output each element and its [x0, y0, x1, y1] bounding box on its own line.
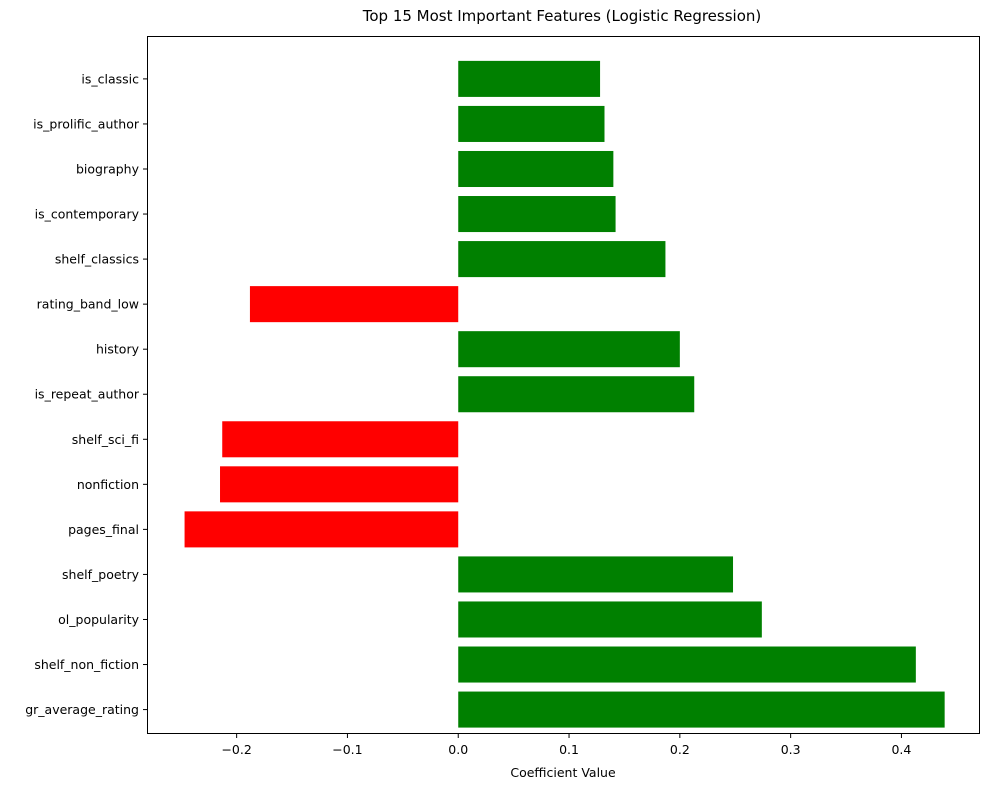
- x-tick-label: 0.2: [670, 742, 690, 757]
- bar-ol_popularity: [458, 601, 762, 638]
- y-tick-label: ol_popularity: [58, 612, 139, 627]
- x-tick-label: 0.0: [448, 742, 468, 757]
- y-tick-label: rating_band_low: [37, 297, 139, 312]
- y-tick-label: history: [96, 342, 140, 357]
- bar-history: [458, 331, 680, 368]
- x-tick-label: 0.1: [559, 742, 579, 757]
- bars-group: [184, 60, 945, 728]
- bar-shelf_non_fiction: [458, 646, 916, 683]
- x-tick-label: 0.3: [781, 742, 801, 757]
- x-tick-label: 0.4: [891, 742, 911, 757]
- y-tick-label: shelf_sci_fi: [72, 432, 139, 447]
- bar-is_prolific_author: [458, 105, 605, 142]
- y-tick-label: shelf_non_fiction: [34, 657, 139, 672]
- plot-frame: [147, 36, 980, 734]
- y-tick-label: nonfiction: [77, 477, 139, 492]
- bar-gr_average_rating: [458, 691, 945, 728]
- x-axis-label: Coefficient Value: [510, 765, 616, 780]
- y-tick-label: shelf_poetry: [62, 567, 140, 582]
- y-tick-label: is_prolific_author: [33, 116, 140, 131]
- bar-biography: [458, 150, 614, 188]
- x-tick-label: −0.2: [221, 742, 251, 757]
- chart-title: Top 15 Most Important Features (Logistic…: [362, 7, 762, 25]
- y-tick-label: is_contemporary: [35, 207, 140, 222]
- y-tick-label: is_repeat_author: [35, 387, 140, 402]
- y-axis-ticks: is_classic is_prolific_author biography is_…: [25, 71, 148, 717]
- bar-is_classic: [458, 60, 601, 97]
- bar-shelf_poetry: [458, 556, 734, 593]
- y-tick-label: gr_average_rating: [25, 702, 139, 717]
- bar-is_contemporary: [458, 196, 616, 233]
- x-tick-label: −0.1: [332, 742, 362, 757]
- bar-rating_band_low: [249, 286, 459, 323]
- y-tick-label: pages_final: [68, 522, 139, 537]
- bar-is_repeat_author: [458, 376, 695, 413]
- y-tick-label: shelf_classics: [55, 252, 139, 267]
- x-axis-ticks: −0.2 −0.1 0.0 0.1 0.2 0.3 0.4: [221, 733, 911, 757]
- bar-shelf_sci_fi: [222, 421, 459, 458]
- y-tick-label: is_classic: [81, 71, 139, 86]
- y-tick-label: biography: [76, 161, 140, 176]
- bar-pages_final: [184, 511, 459, 548]
- bar-nonfiction: [220, 466, 459, 503]
- bar-shelf_classics: [458, 241, 666, 278]
